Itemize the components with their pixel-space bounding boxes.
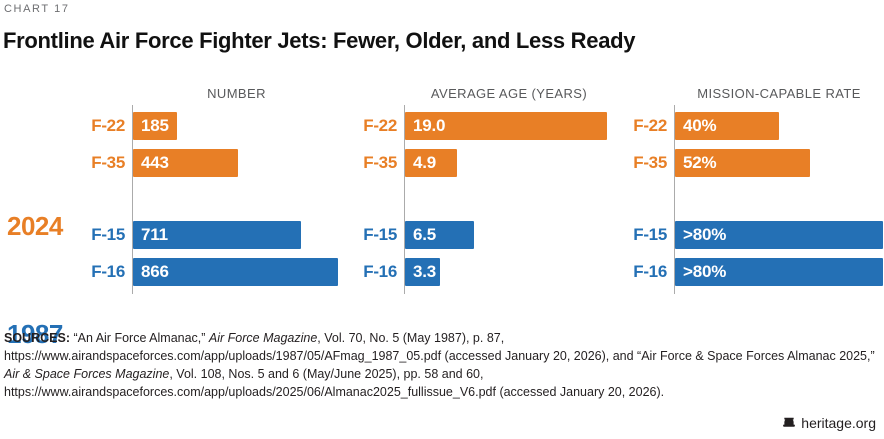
footer-brand: heritage.org — [782, 415, 876, 431]
bar-row: F-16 866 — [70, 258, 341, 286]
bar-number-f35: 443 — [133, 149, 238, 177]
panel-average-age: AVERAGE AGE (YEARS) F-22 19.0 F-35 — [342, 84, 614, 305]
group-label-2024: 2024 — [7, 211, 63, 241]
panel-title-average-age: AVERAGE AGE (YEARS) — [430, 86, 588, 101]
bar-row: F-22 185 — [70, 112, 341, 140]
page-title: Frontline Air Force Fighter Jets: Fewer,… — [3, 28, 636, 53]
bar-number-f22: 185 — [133, 112, 177, 140]
bar-track: >80% — [675, 221, 884, 249]
group-1987: F-15 711 F-16 866 — [70, 221, 341, 286]
panel-mission-capable-rate: MISSION-CAPABLE RATE F-22 40% F-35 — [612, 84, 884, 305]
bar-track: 6.5 — [405, 221, 614, 249]
chart-area: 2024 1987 NUMBER F-22 185 F — [0, 84, 884, 349]
category-label-f16: F-16 — [91, 262, 125, 281]
bar-value-label: 6.5 — [413, 225, 437, 244]
bar-rows: F-22 19.0 F-35 4.9 — [342, 84, 614, 286]
bar-track: 4.9 — [405, 149, 614, 177]
bar-row: F-15 711 — [70, 221, 341, 249]
group-2024: F-22 19.0 F-35 4.9 — [342, 112, 614, 177]
bar-rate-f22: 40% — [675, 112, 779, 140]
bar-value-label: 4.9 — [413, 153, 437, 172]
bar-value-label: 866 — [141, 262, 169, 281]
category-label-f15: F-15 — [363, 225, 397, 244]
sources-note: SOURCES: “An Air Force Almanac,” Air For… — [4, 329, 882, 401]
bar-rate-f16: >80% — [675, 258, 883, 286]
category-label-f16: F-16 — [363, 262, 397, 281]
bar-rows: F-22 40% F-35 52% — [612, 84, 884, 286]
bar-row: F-16 >80% — [612, 258, 884, 286]
bar-row: F-16 3.3 — [342, 258, 614, 286]
bar-track: >80% — [675, 258, 884, 286]
bar-track: 711 — [133, 221, 341, 249]
category-label-f15: F-15 — [633, 225, 667, 244]
panel-title-mission-capable-rate: MISSION-CAPABLE RATE — [697, 86, 861, 101]
category-label-f22: F-22 — [633, 116, 667, 135]
sources-segment: Air & Space Forces Magazine — [4, 367, 170, 381]
bar-track: 3.3 — [405, 258, 614, 286]
bar-value-label: 3.3 — [413, 262, 437, 281]
bar-row: F-35 443 — [70, 149, 341, 177]
category-label-f22: F-22 — [91, 116, 125, 135]
bar-age-f22: 19.0 — [405, 112, 607, 140]
sources-segment: , Vol. 108, Nos. 5 and 6 (May/June 2025)… — [4, 367, 665, 399]
bar-number-f16: 866 — [133, 258, 338, 286]
bar-row: F-35 52% — [612, 149, 884, 177]
bar-track: 185 — [133, 112, 341, 140]
bar-value-label: >80% — [683, 225, 727, 244]
bar-track: 443 — [133, 149, 341, 177]
category-label-f35: F-35 — [91, 153, 125, 172]
bar-track: 52% — [675, 149, 884, 177]
axis-line — [674, 105, 675, 294]
group-2024: F-22 40% F-35 52% — [612, 112, 884, 177]
panel-title-number: NUMBER — [207, 86, 266, 101]
bar-value-label: 40% — [683, 116, 717, 135]
bar-row: F-22 40% — [612, 112, 884, 140]
category-label-f22: F-22 — [363, 116, 397, 135]
category-label-f35: F-35 — [633, 153, 667, 172]
category-label-f16: F-16 — [633, 262, 667, 281]
bar-value-label: 185 — [141, 116, 169, 135]
footer-brand-text: heritage.org — [801, 415, 876, 431]
panel-number: NUMBER F-22 185 F-35 — [70, 84, 341, 305]
group-1987: F-15 6.5 F-16 3.3 — [342, 221, 614, 286]
liberty-bell-icon — [783, 417, 796, 427]
bar-value-label: 711 — [141, 225, 168, 244]
group-2024: F-22 185 F-35 443 — [70, 112, 341, 177]
bar-row: F-35 4.9 — [342, 149, 614, 177]
bar-track: 40% — [675, 112, 884, 140]
sources-segment: , Vol. 70, No. 5 (May 1987), p. 87, http… — [4, 331, 875, 363]
chart-number-label: CHART 17 — [4, 3, 70, 15]
axis-line — [404, 105, 405, 294]
bar-age-f35: 4.9 — [405, 149, 457, 177]
bar-value-label: 19.0 — [413, 116, 446, 135]
bar-age-f16: 3.3 — [405, 258, 440, 286]
bar-row: F-15 >80% — [612, 221, 884, 249]
bar-rate-f35: 52% — [675, 149, 810, 177]
sources-segment: “An Air Force Almanac,” — [69, 331, 209, 345]
bar-track: 866 — [133, 258, 341, 286]
group-label-1987: 1987 — [7, 319, 63, 349]
bar-value-label: >80% — [683, 262, 727, 281]
bar-rows: F-22 185 F-35 443 — [70, 84, 341, 286]
sources-label: SOURCES: — [4, 331, 70, 345]
bar-age-f15: 6.5 — [405, 221, 474, 249]
bar-row: F-15 6.5 — [342, 221, 614, 249]
category-label-f15: F-15 — [91, 225, 125, 244]
sources-segment: Air Force Magazine — [208, 331, 318, 345]
group-1987: F-15 >80% F-16 >80% — [612, 221, 884, 286]
bar-value-label: 443 — [141, 153, 169, 172]
category-label-f35: F-35 — [363, 153, 397, 172]
bar-track: 19.0 — [405, 112, 614, 140]
axis-line — [132, 105, 133, 294]
bar-rate-f15: >80% — [675, 221, 883, 249]
bar-number-f15: 711 — [133, 221, 302, 249]
bar-row: F-22 19.0 — [342, 112, 614, 140]
bar-value-label: 52% — [683, 153, 717, 172]
